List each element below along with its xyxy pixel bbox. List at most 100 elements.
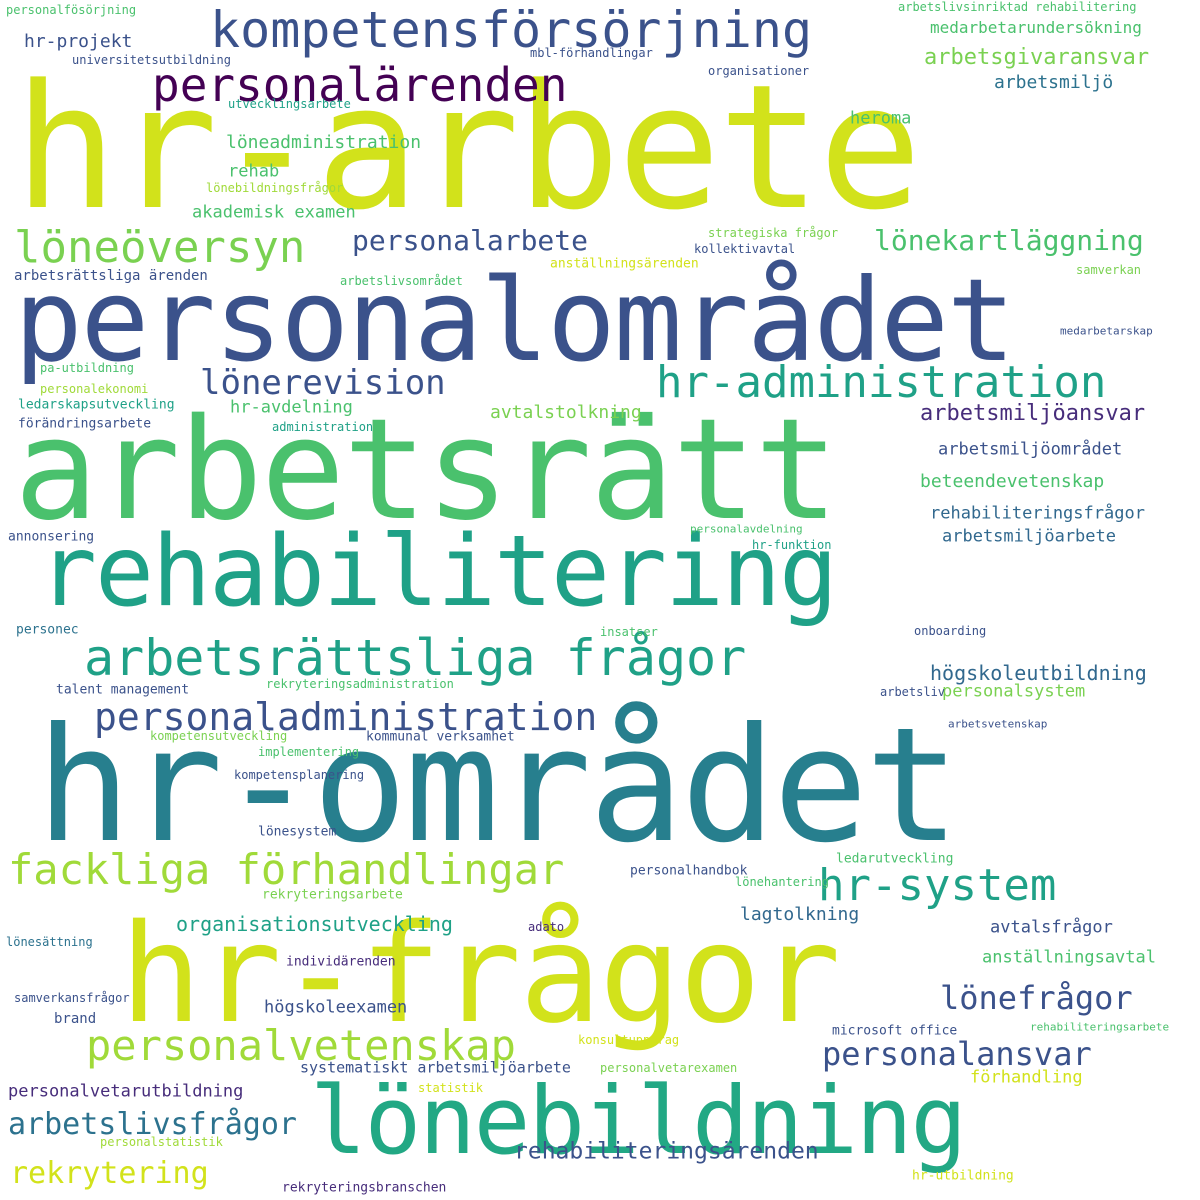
word-insatser: insatser xyxy=(600,625,658,639)
word-arbetsgivaransvar: arbetsgivaransvar xyxy=(924,45,1150,70)
word-pa-utbildning: pa-utbildning xyxy=(40,361,134,375)
word-loneoversyn: löneöversyn xyxy=(14,222,306,273)
word-lonehantering: lönehantering xyxy=(735,875,829,889)
word-arbetsvetenskap: arbetsvetenskap xyxy=(948,717,1048,731)
word-administration: administration xyxy=(272,420,374,434)
word-hr-projekt: hr-projekt xyxy=(24,31,133,52)
word-hr-fragor: hr-frågor xyxy=(120,896,841,1054)
word-arbetsrattsliga-arenden: arbetsrättsliga ärenden xyxy=(14,268,208,284)
word-brand: brand xyxy=(54,1011,97,1027)
word-loneadministration: löneadministration xyxy=(226,132,422,153)
word-hr-omradet: hr-området xyxy=(36,694,960,878)
word-onboarding: onboarding xyxy=(914,624,987,638)
word-forhandling: förhandling xyxy=(970,1067,1083,1088)
word-hr-funktion: hr-funktion xyxy=(752,538,832,552)
word-lagtolkning: lagtolkning xyxy=(740,904,860,925)
word-lonesystem: lönesystem xyxy=(258,824,337,840)
word-organisationer: organisationer xyxy=(708,64,810,78)
word-personalekonomi: personalekonomi xyxy=(40,382,149,396)
word-medarbetarundersokning: medarbetarundersökning xyxy=(930,18,1142,37)
word-arbetsratt: arbetsrätt xyxy=(14,389,839,552)
word-organisationsutveckling: organisationsutveckling xyxy=(176,912,453,936)
word-lonebildning: lönebildning xyxy=(310,1067,967,1176)
word-rehabiliteringsfragor: rehabiliteringsfrågor xyxy=(930,503,1145,524)
word-avtalsfragor: avtalsfrågor xyxy=(990,917,1113,938)
word-personalvetarutbildning: personalvetarutbildning xyxy=(8,1081,244,1102)
word-ledarutveckling: ledarutveckling xyxy=(836,851,954,867)
word-hr-avdelning: hr-avdelning xyxy=(230,397,353,418)
word-personalvetarexamen: personalvetarexamen xyxy=(600,1061,738,1075)
word-talent-management: talent management xyxy=(56,682,190,698)
word-arbetslivsomradet: arbetslivsområdet xyxy=(340,274,463,288)
word-akademisk-examen: akademisk examen xyxy=(192,202,356,223)
word-systematiskt-arbetsmiljoarbete: systematiskt arbetsmiljöarbete xyxy=(300,1058,571,1077)
word-arbetsrattsliga-fragor: arbetsrättsliga frågor xyxy=(84,629,747,687)
word-arbetsliv: arbetsliv xyxy=(880,685,946,699)
word-rekryteringsadministration: rekryteringsadministration xyxy=(266,677,454,691)
word-hr-utbildning: hr-utbildning xyxy=(912,1168,1014,1184)
word-rekrytering: rekrytering xyxy=(10,1156,209,1191)
word-fackliga-forhandlingar: fackliga förhandlingar xyxy=(8,845,565,894)
word-personalsystem: personalsystem xyxy=(942,681,1086,702)
word-personalavdelning: personalavdelning xyxy=(690,522,803,536)
word-lonekartlaggning: lönekartläggning xyxy=(874,224,1144,257)
word-utvecklingsarbete: utvecklingsarbete xyxy=(228,97,351,111)
word-strategiska-fragor: strategiska frågor xyxy=(708,226,839,240)
word-hr-arbete: hr-arbete xyxy=(14,47,922,248)
word-samverkansfragor: samverkansfrågor xyxy=(14,991,130,1005)
word-ledarskapsutveckling: ledarskapsutveckling xyxy=(18,397,175,413)
word-annonsering: annonsering xyxy=(8,529,95,545)
word-kompetensutveckling: kompetensutveckling xyxy=(150,729,288,743)
word-rehabiliteringsarbete: rehabiliteringsarbete xyxy=(1030,1020,1170,1034)
word-rehab: rehab xyxy=(228,161,280,182)
word-personalomradet: personalområdet xyxy=(14,254,1016,387)
word-lonesattning: lönesättning xyxy=(6,935,93,949)
word-avtalstolkning: avtalstolkning xyxy=(490,402,642,423)
word-personalarbete: personalarbete xyxy=(352,224,589,257)
word-universitetsutbildning: universitetsutbildning xyxy=(72,53,231,67)
word-medarbetarskap: medarbetarskap xyxy=(1060,324,1153,338)
word-personec: personec xyxy=(16,622,79,638)
word-personalstatistik: personalstatistik xyxy=(100,1135,223,1149)
word-arbetslivsfragor: arbetslivsfrågor xyxy=(8,1107,297,1142)
word-arbetsmiljo: arbetsmiljö xyxy=(994,72,1114,93)
word-adato: adato xyxy=(528,920,565,934)
word-kompetensforsorjning: kompetensförsörjning xyxy=(210,1,813,59)
word-hr-system: hr-system xyxy=(818,860,1057,911)
word-hogskoleutbildning: högskoleutbildning xyxy=(930,661,1147,685)
word-kollektivavtal: kollektivavtal xyxy=(694,242,796,256)
word-implementering: implementering xyxy=(258,745,360,759)
word-hr-administration: hr-administration xyxy=(656,357,1107,408)
word-lonebildningsfragor: lönebildningsfrågor xyxy=(206,181,344,195)
word-personalvetenskap: personalvetenskap xyxy=(86,1021,516,1070)
word-lonerevision: lönerevision xyxy=(200,363,446,403)
word-arbetsmiljoarbete: arbetsmiljöarbete xyxy=(942,526,1116,547)
word-kompetensplanering: kompetensplanering xyxy=(234,768,365,782)
word-rehabiliteringsarenden: rehabiliteringsärenden xyxy=(514,1138,819,1165)
word-hogskoleexamen: högskoleexamen xyxy=(264,997,408,1018)
word-arbetsmiljoomradet: arbetsmiljöområdet xyxy=(938,439,1123,460)
word-rekryteringsarbete: rekryteringsarbete xyxy=(262,887,403,903)
word-lonefragor: lönefrågor xyxy=(940,979,1133,1017)
word-microsoft-office: microsoft office xyxy=(832,1023,958,1039)
word-heroma: heroma xyxy=(850,108,912,129)
word-mbl-forhandlingar: mbl-förhandlingar xyxy=(530,46,653,60)
word-statistik: statistik xyxy=(418,1081,484,1095)
word-anstallningsarenden: anställningsärenden xyxy=(550,256,699,272)
word-konsultuppdrag: konsultuppdrag xyxy=(578,1033,680,1047)
word-personalhandbok: personalhandbok xyxy=(630,863,748,879)
word-personaladministration: personaladministration xyxy=(94,695,598,739)
word-kommunal-verksamhet: kommunal verksamhet xyxy=(366,729,515,745)
word-arbetsmiljoansvar: arbetsmiljöansvar xyxy=(920,401,1146,426)
word-personalansvar: personalansvar xyxy=(822,1035,1092,1073)
word-beteendevetenskap: beteendevetenskap xyxy=(920,471,1105,492)
word-personalarenden: personalärenden xyxy=(152,58,568,112)
word-rehabilitering: rehabilitering xyxy=(38,515,838,629)
word-personalforsorjning: personalfösörjning xyxy=(6,3,137,17)
word-samverkan: samverkan xyxy=(1076,263,1142,277)
word-anstallningsavtal: anställningsavtal xyxy=(982,947,1156,968)
word-arbetslivsinriktad-rehabilitering: arbetslivsinriktad rehabilitering xyxy=(898,0,1137,14)
word-individarenden: individärenden xyxy=(286,954,396,970)
word-forandringsarbete: förändringsarbete xyxy=(18,416,152,432)
